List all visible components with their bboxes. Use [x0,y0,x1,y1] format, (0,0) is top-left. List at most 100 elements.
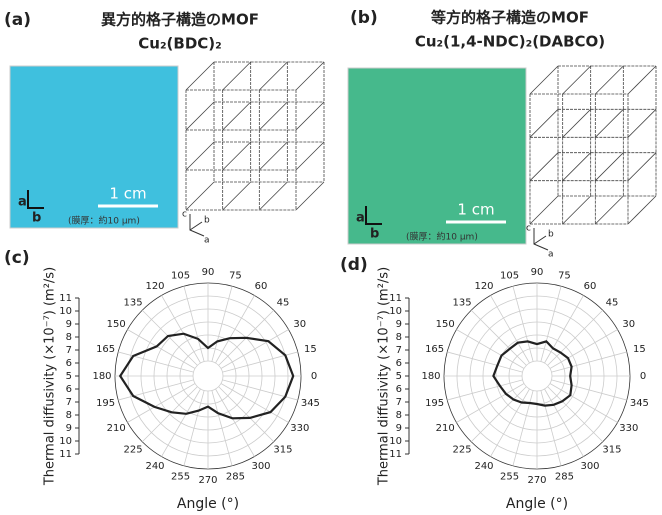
r-tick-label: 7 [396,397,402,408]
photo-axis-label: a [356,211,365,226]
grid-spoke [548,310,603,365]
angle-tick-label: 105 [171,271,190,282]
angle-tick-label: 255 [500,471,519,482]
y-axis-title: Thermal diffusivity (×10⁻⁷) (m²/s) [377,267,392,486]
crystal-axes [534,228,548,250]
angle-tick-label: 75 [558,271,571,282]
angle-tick-label: 30 [293,319,306,330]
scale-label: 1 cm [109,185,146,203]
angle-tick-label: 90 [202,267,215,278]
framework-link [259,102,287,130]
photo-axis-label: a [18,195,27,210]
angle-tick-label: 75 [229,271,242,282]
r-tick-label: 6 [66,384,72,395]
r-tick-label: 8 [396,410,402,421]
angle-tick-label: 45 [606,297,619,308]
angle-tick-label: 165 [96,344,115,355]
framework-link [628,109,656,137]
angle-tick-label: 180 [421,371,440,382]
angle-tick-label: 240 [145,461,164,472]
angle-tick-label: 105 [500,271,519,282]
panel-label: (b) [350,8,378,28]
framework-link [296,102,324,130]
crystal-structure [530,66,656,224]
thickness-note: (膜厚：約10 μm) [68,215,140,227]
framework-link [186,62,214,90]
r-tick-label: 6 [396,384,402,395]
panel-label: (a) [4,10,31,30]
angle-tick-label: 270 [527,475,546,486]
angle-tick-label: 165 [425,344,444,355]
angle-tick-label: 135 [123,297,142,308]
r-tick-label: 9 [396,319,402,330]
x-axis-title: Angle (°) [177,496,239,512]
framework-link [223,62,251,90]
grid-circle [193,361,223,391]
angle-tick-label: 150 [436,319,455,330]
framework-link [563,66,591,94]
framework-link [259,142,287,170]
angle-tick-label: 195 [96,398,115,409]
r-tick-label: 5 [66,371,72,382]
grid-circle [522,361,552,391]
angle-tick-label: 225 [123,445,142,456]
angle-tick-label: 120 [474,281,493,292]
angle-tick-label: 270 [198,475,217,486]
crystal-axis-label: a [204,236,210,246]
crystal-axis-label: c [526,224,531,234]
framework-link [530,109,558,137]
angle-tick-label: 345 [630,398,649,409]
panel-label: (d) [340,255,368,275]
y-axis-title: Thermal diffusivity (×10⁻⁷) (m²/s) [43,267,58,486]
angle-tick-label: 210 [107,423,126,434]
angle-tick-label: 330 [290,423,309,434]
angle-tick-label: 300 [251,461,270,472]
r-tick-label: 8 [66,332,72,343]
angle-tick-label: 330 [619,423,638,434]
angle-tick-label: 150 [107,319,126,330]
r-tick-label: 11 [59,449,72,460]
panel-title: Cu₂(BDC)₂ [138,35,221,53]
angle-tick-label: 285 [555,471,574,482]
r-tick-label: 9 [66,319,72,330]
angle-tick-label: 45 [277,297,290,308]
crystal-axis-label: b [204,216,210,226]
r-tick-label: 7 [66,397,72,408]
photo-axis-label: b [370,227,379,242]
angle-tick-label: 90 [531,267,544,278]
panel-label: (c) [4,248,30,268]
framework-link [296,62,324,90]
framework-link [223,102,251,130]
crystal-axes [190,214,204,236]
angle-tick-label: 60 [584,281,597,292]
r-tick-label: 9 [66,423,72,434]
framework-link [186,102,214,130]
angle-tick-label: 315 [273,445,292,456]
crystal-axis-label: a [548,250,554,260]
framework-link [628,196,656,224]
framework-link [530,153,558,181]
grid-spoke [471,310,526,365]
framework-link [530,66,558,94]
framework-link [628,153,656,181]
grid-spoke [142,310,197,365]
crystal-axis-label: c [182,210,187,220]
crystal-structure [186,62,324,210]
r-tick-label: 8 [396,332,402,343]
r-tick-label: 5 [396,371,402,382]
r-tick-label: 8 [66,410,72,421]
r-tick-label: 6 [396,358,402,369]
photo-axis-label: b [32,211,41,226]
framework-link [563,109,591,137]
r-tick-label: 7 [396,345,402,356]
angle-tick-label: 300 [580,461,599,472]
r-tick-label: 9 [396,423,402,434]
r-tick-label: 11 [59,293,72,304]
framework-link [595,66,623,94]
r-tick-label: 6 [66,358,72,369]
angle-tick-label: 255 [171,471,190,482]
angle-tick-label: 120 [145,281,164,292]
figure: (a)異方的格子構造のMOFCu₂(BDC)₂1 cm(膜厚：約10 μm)ab… [0,0,662,515]
angle-tick-label: 225 [452,445,471,456]
framework-link [530,196,558,224]
